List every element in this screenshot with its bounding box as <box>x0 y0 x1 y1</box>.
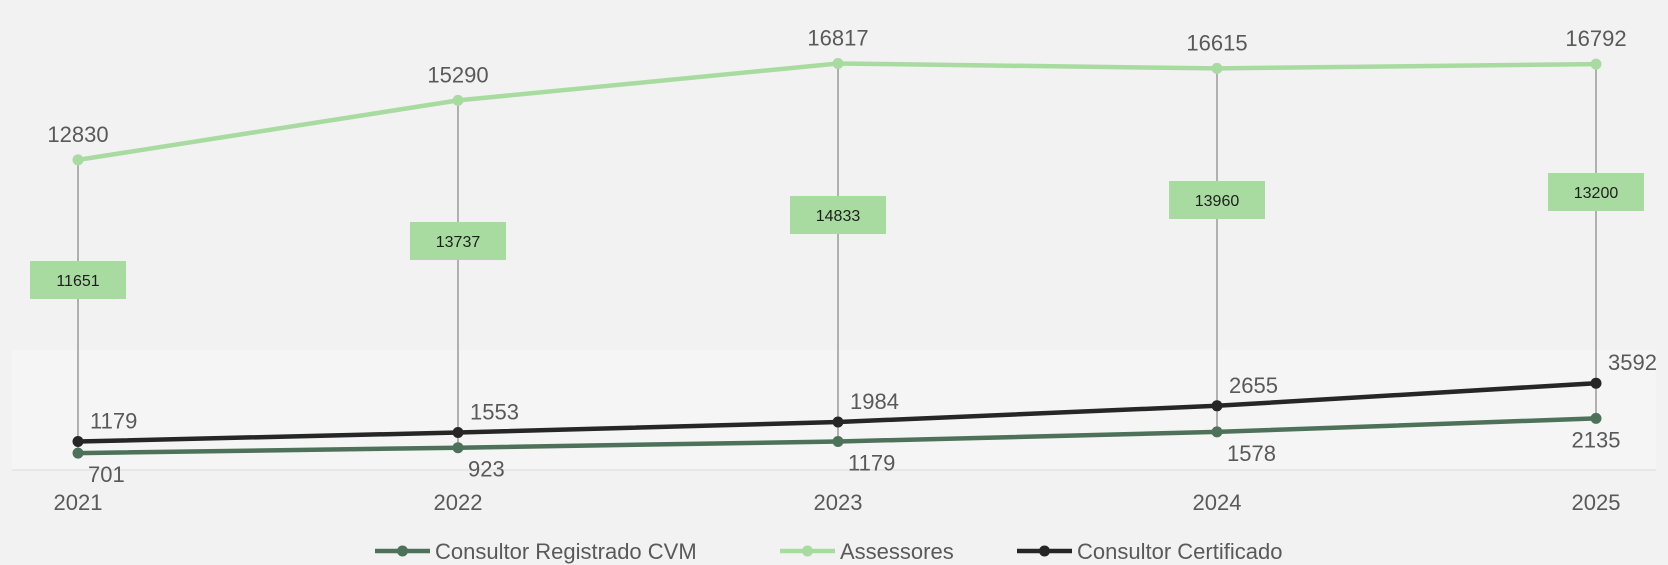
x-tick-label: 2025 <box>1572 490 1621 515</box>
legend-label: Consultor Registrado CVM <box>435 539 697 564</box>
data-label: 16792 <box>1565 26 1626 51</box>
x-tick-label: 2021 <box>54 490 103 515</box>
data-label: 1179 <box>90 409 137 434</box>
data-label: 1179 <box>848 451 895 476</box>
data-point <box>1211 426 1223 438</box>
x-tick-label: 2023 <box>814 490 863 515</box>
data-label: 16615 <box>1186 30 1247 55</box>
legend-label: Consultor Certificado <box>1077 539 1282 564</box>
data-label: 2655 <box>1229 373 1278 398</box>
value-box-label: 13737 <box>436 234 481 251</box>
data-point <box>72 436 84 447</box>
value-box <box>1548 173 1644 211</box>
value-box <box>30 261 126 299</box>
legend-marker <box>802 545 813 557</box>
data-label: 701 <box>88 462 125 487</box>
data-point <box>1590 58 1602 70</box>
data-label: 923 <box>468 457 505 482</box>
x-tick-label: 2022 <box>434 490 483 515</box>
data-point <box>72 154 84 166</box>
series-line <box>75 61 1599 163</box>
data-label: 16817 <box>807 26 868 51</box>
value-box-label: 13960 <box>1195 193 1240 210</box>
value-box-label: 13200 <box>1574 185 1619 202</box>
data-label: 1984 <box>850 389 899 414</box>
data-point <box>72 447 84 459</box>
x-tick-label: 2024 <box>1193 490 1242 515</box>
value-box <box>410 222 506 260</box>
value-box-label: 11651 <box>56 273 99 290</box>
data-point <box>452 442 464 454</box>
value-box <box>1169 181 1265 219</box>
data-point <box>1211 62 1223 74</box>
data-point <box>832 416 844 428</box>
data-point <box>832 436 844 447</box>
data-point <box>452 427 464 438</box>
legend-marker <box>1039 545 1050 557</box>
data-label: 1578 <box>1227 441 1276 466</box>
data-point <box>452 94 464 106</box>
legend-label: Assessores <box>840 539 954 564</box>
data-point <box>832 58 844 69</box>
value-box-label: 14833 <box>816 208 861 225</box>
data-label: 2135 <box>1572 427 1621 452</box>
data-point <box>1211 400 1223 412</box>
data-label: 15290 <box>427 62 488 87</box>
data-point <box>1590 377 1602 389</box>
data-label: 3592 <box>1608 350 1657 375</box>
data-label: 1553 <box>470 399 519 424</box>
data-label: 12830 <box>47 122 108 147</box>
data-point <box>1590 412 1602 424</box>
value-box <box>790 196 886 234</box>
legend-marker <box>397 545 408 557</box>
